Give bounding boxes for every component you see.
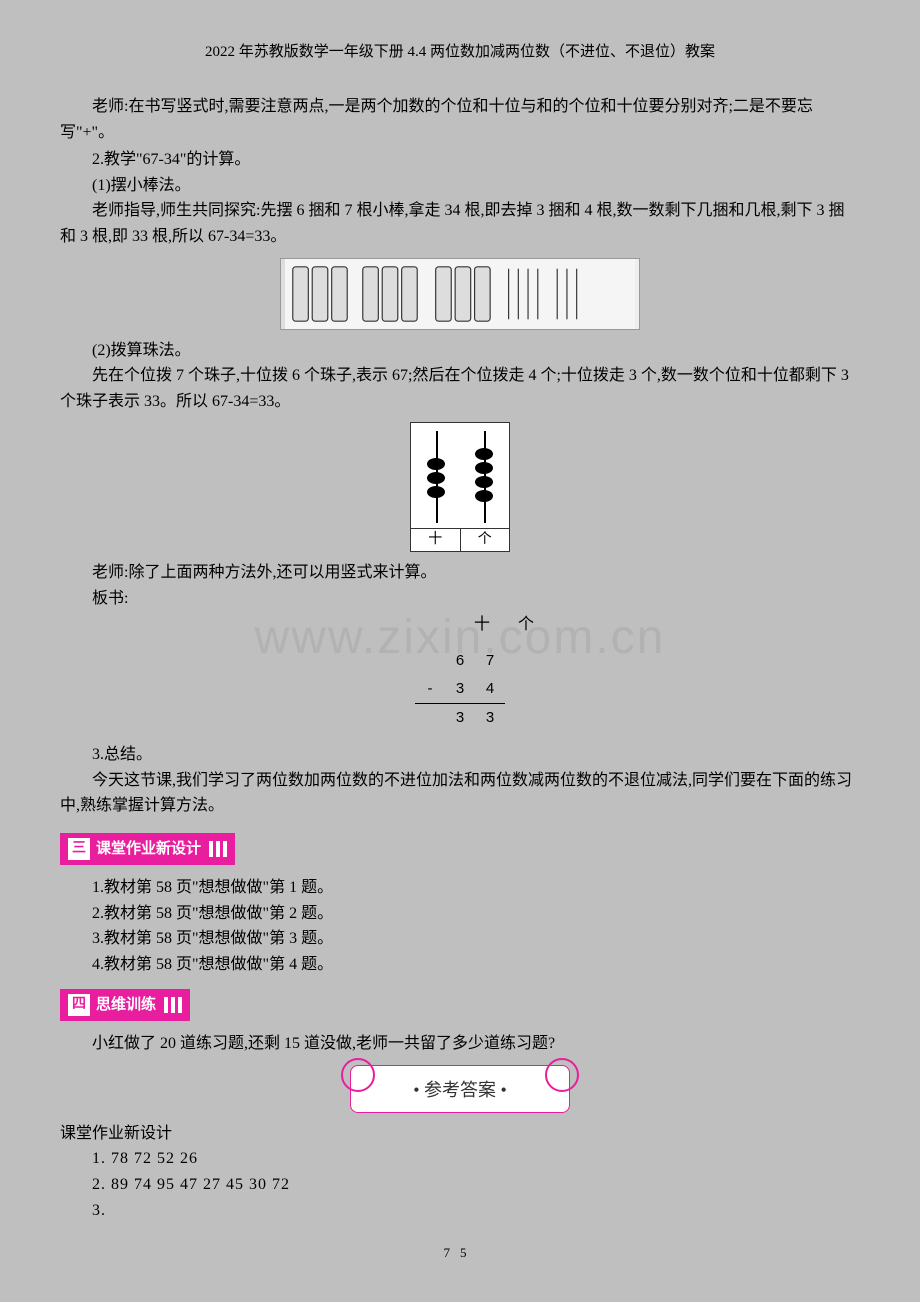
homework-item: 1.教材第 58 页"想想做做"第 1 题。 xyxy=(60,875,860,901)
answer-row: 1. 78 72 52 26 xyxy=(60,1146,860,1172)
paragraph: 今天这节课,我们学习了两位数加两位数的不进位加法和两位数减两位数的不退位减法,同… xyxy=(60,768,860,819)
abacus-tens-label: 十 xyxy=(411,529,461,551)
answers-heading: 课堂作业新设计 xyxy=(60,1121,860,1147)
paragraph: 老师指导,师生共同探究:先摆 6 捆和 7 根小棒,拿走 34 根,即去掉 3 … xyxy=(60,198,860,249)
paragraph: 2.教学"67-34"的计算。 xyxy=(60,147,860,173)
paragraph: 先在个位拨 7 个珠子,十位拨 6 个珠子,表示 67;然后在个位拨走 4 个;… xyxy=(60,363,860,414)
paragraph: 3.总结。 xyxy=(60,742,860,768)
paragraph: (2)拨算珠法。 xyxy=(60,338,860,364)
sticks-illustration xyxy=(60,258,860,330)
answer-row: 2. 89 74 95 47 27 45 30 72 xyxy=(60,1172,860,1198)
homework-item: 3.教材第 58 页"想想做做"第 3 题。 xyxy=(60,926,860,952)
paragraph: 板书: xyxy=(60,586,860,612)
homework-item: 2.教材第 58 页"想想做做"第 2 题。 xyxy=(60,901,860,927)
abacus-ones-label: 个 xyxy=(461,529,510,551)
paragraph: (1)摆小棒法。 xyxy=(60,173,860,199)
paragraph: 老师:除了上面两种方法外,还可以用竖式来计算。 xyxy=(60,560,860,586)
column-labels: 十 个 xyxy=(160,612,860,638)
paragraph: 老师:在书写竖式时,需要注意两点,一是两个加数的个位和十位与和的个位和十位要分别… xyxy=(60,94,860,145)
section-title: 思维训练 xyxy=(96,993,156,1017)
thinking-question: 小红做了 20 道练习题,还剩 15 道没做,老师一共留了多少道练习题? xyxy=(60,1031,860,1057)
abacus-illustration: 十 个 xyxy=(410,422,510,552)
answer-row: 3. xyxy=(60,1198,860,1224)
vertical-calculation: 67 -34 33 xyxy=(415,647,505,732)
homework-item: 4.教材第 58 页"想想做做"第 4 题。 xyxy=(60,952,860,978)
section-number: 三 xyxy=(68,838,90,860)
page-title: 2022 年苏教版数学一年级下册 4.4 两位数加减两位数（不进位、不退位）教案 xyxy=(60,40,860,64)
page-number: 75 xyxy=(60,1243,860,1264)
section-header-thinking: 四 思维训练 xyxy=(60,989,190,1021)
answer-banner: • 参考答案 • xyxy=(350,1065,570,1113)
section-header-homework: 三 课堂作业新设计 xyxy=(60,833,235,865)
section-number: 四 xyxy=(68,994,90,1016)
section-title: 课堂作业新设计 xyxy=(96,837,201,861)
